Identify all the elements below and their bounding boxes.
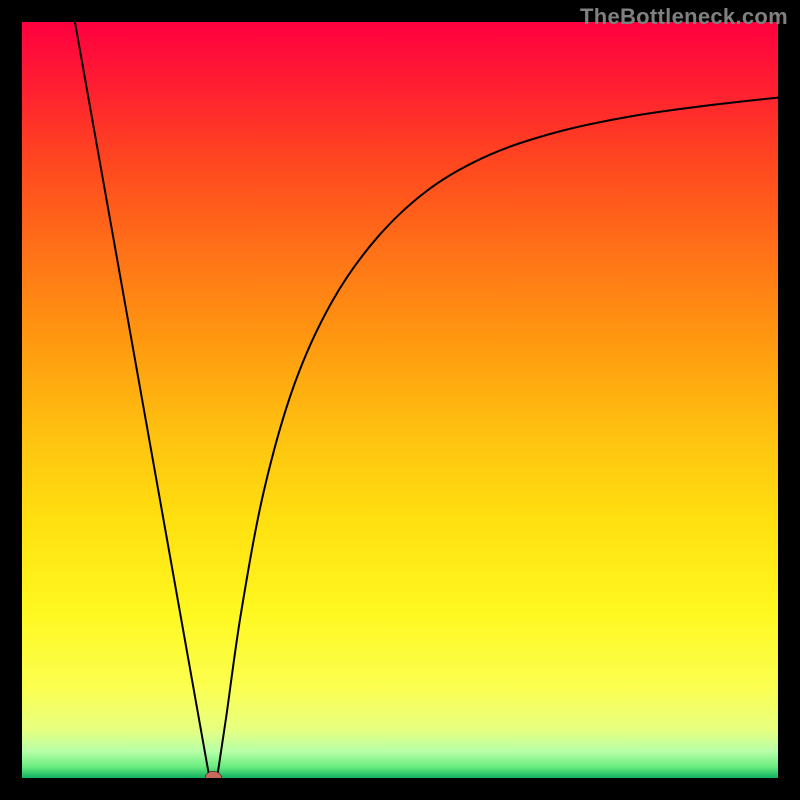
- stage: TheBottleneck.com: [0, 0, 800, 800]
- plot-svg: [22, 22, 778, 778]
- plot-area: [22, 22, 778, 778]
- watermark-text: TheBottleneck.com: [580, 4, 788, 30]
- gradient-background: [22, 22, 778, 778]
